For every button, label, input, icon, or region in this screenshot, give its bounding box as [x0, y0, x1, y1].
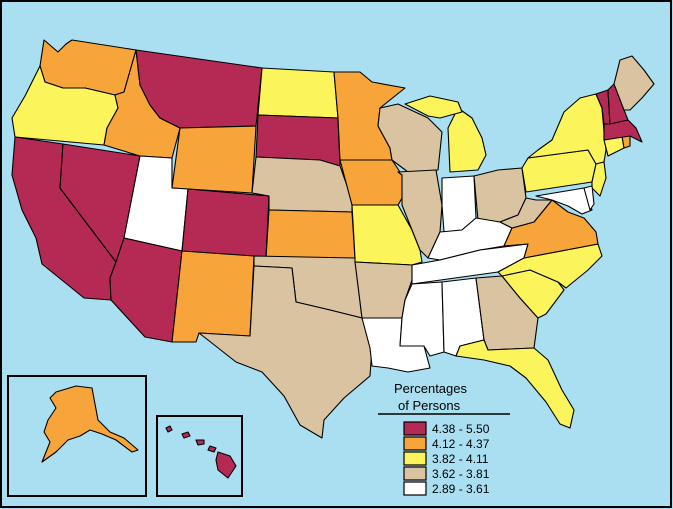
- legend-label: 4.12 - 4.37: [432, 437, 490, 451]
- legend-label: 2.89 - 3.61: [432, 482, 490, 496]
- state-missouri: [351, 204, 423, 266]
- legend-swatch: [403, 451, 427, 466]
- state-rhode-island: [621, 135, 631, 149]
- state-delaware: [583, 185, 595, 211]
- legend-label: 3.82 - 4.11: [432, 452, 489, 466]
- state-michigan-upper: [404, 95, 463, 119]
- legend-label: 3.62 - 3.81: [432, 467, 490, 481]
- legend-title-line1: Percentages: [394, 381, 467, 396]
- state-kansas: [265, 209, 356, 259]
- legend-title-line2: of Persons: [398, 398, 461, 413]
- legend-swatch: [403, 436, 427, 451]
- state-north-dakota: [257, 67, 339, 119]
- state-new-mexico: [171, 250, 255, 343]
- state-illinois: [397, 169, 443, 259]
- state-hawaii: [165, 425, 237, 479]
- state-texas: [198, 265, 373, 439]
- state-new-jersey: [591, 161, 607, 197]
- state-wisconsin: [377, 103, 443, 173]
- state-florida: [455, 339, 575, 429]
- legend-swatch: [403, 481, 427, 496]
- legend-swatch: [403, 466, 427, 481]
- state-alaska: [41, 385, 139, 463]
- state-west-virginia: [499, 197, 553, 229]
- state-wyoming: [171, 125, 257, 194]
- state-maine: [613, 55, 655, 111]
- state-colorado: [181, 188, 270, 259]
- state-vermont: [595, 89, 611, 125]
- legend-swatch: [403, 421, 427, 436]
- legend: Percentages of Persons 4.38 - 5.504.12 -…: [378, 381, 510, 496]
- state-new-hampshire: [607, 83, 629, 125]
- legend-label: 4.38 - 5.50: [432, 422, 490, 436]
